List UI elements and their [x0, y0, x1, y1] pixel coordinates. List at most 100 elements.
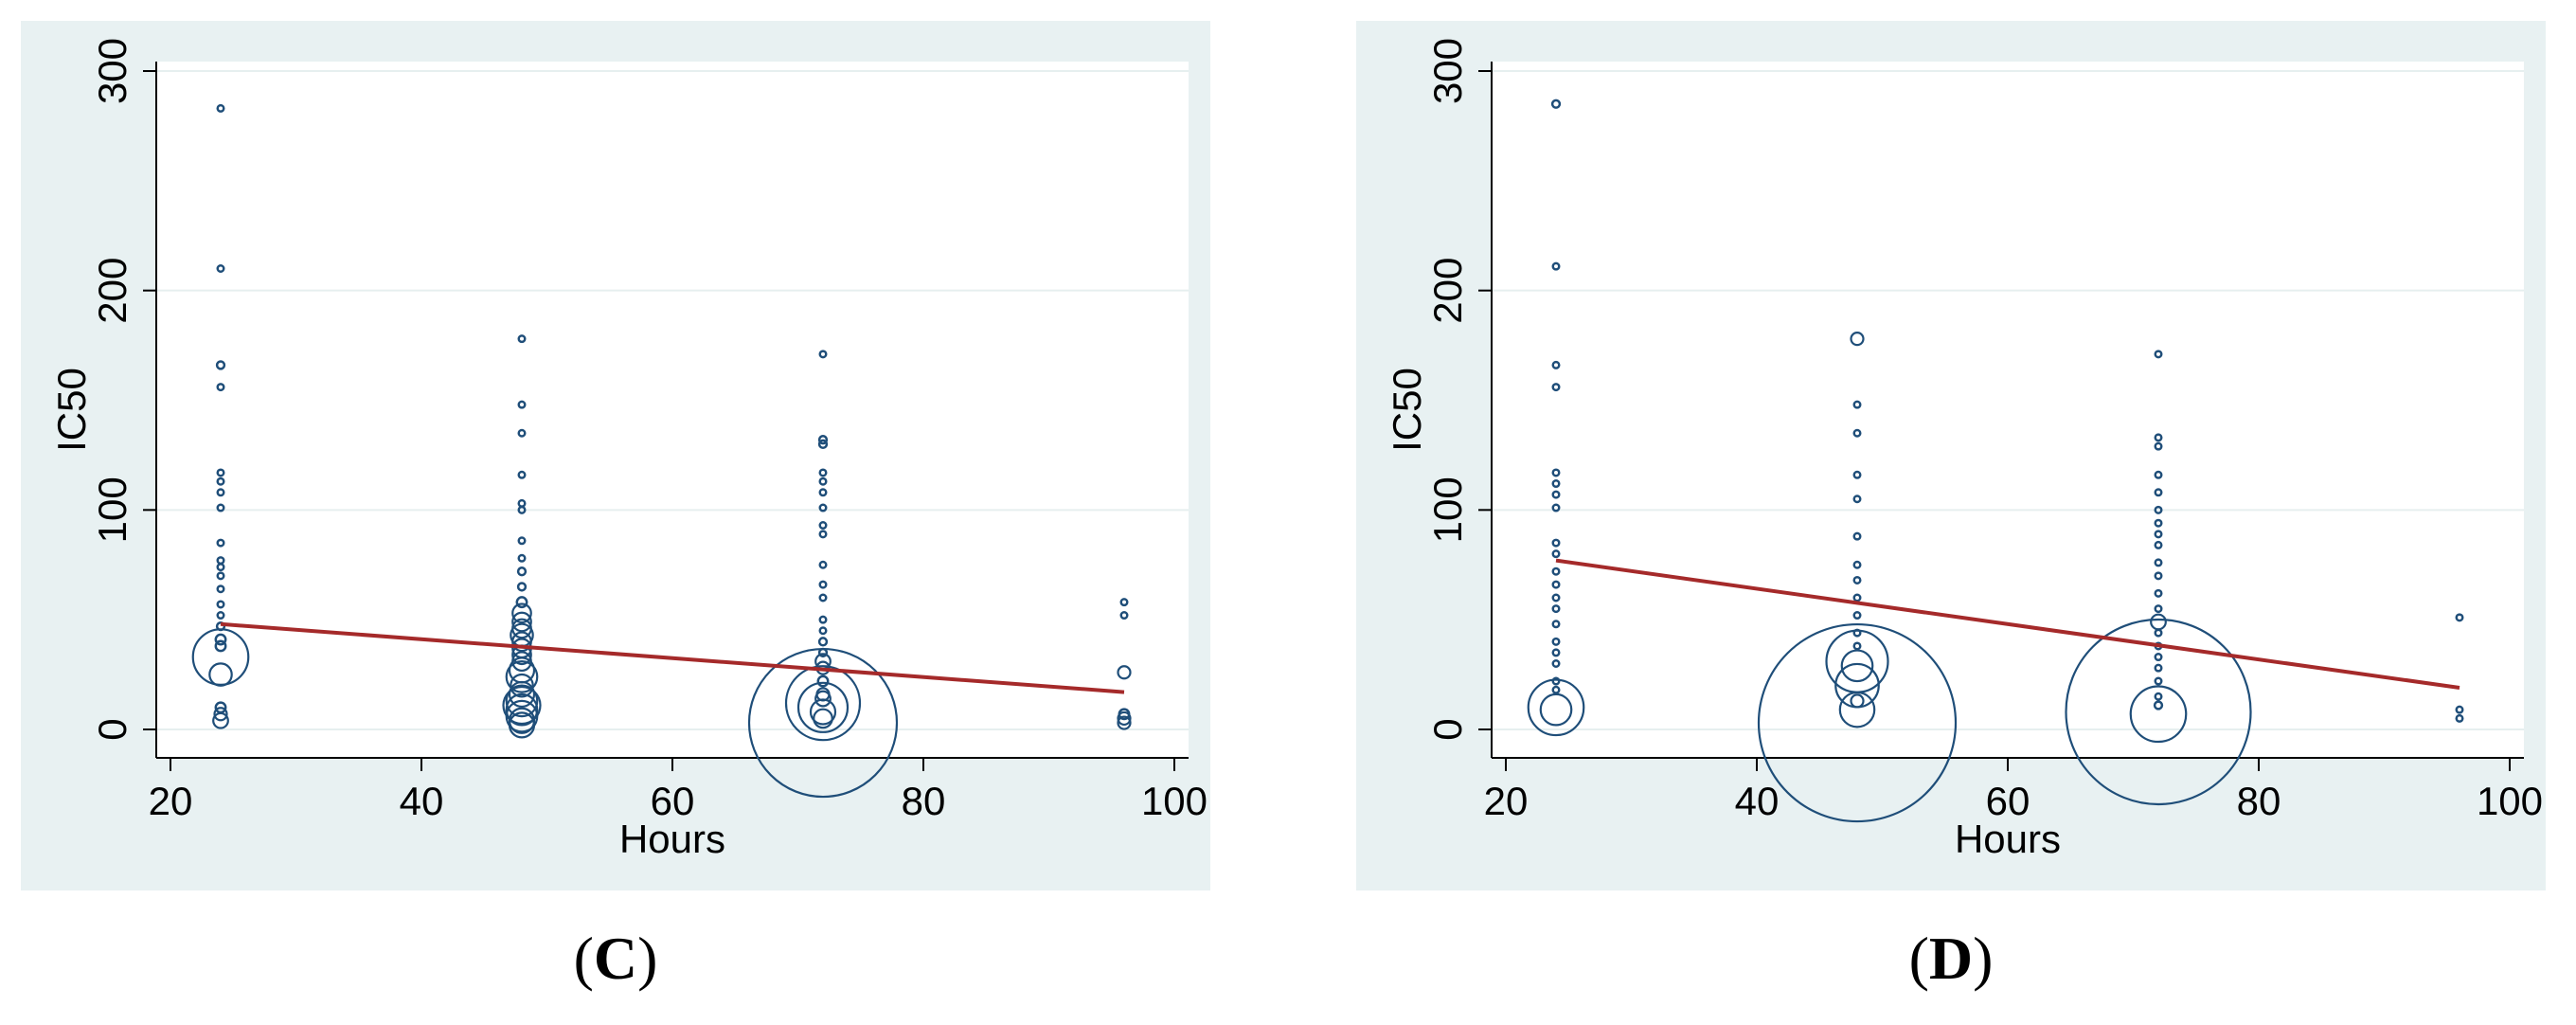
data-point	[818, 488, 828, 497]
data-point	[813, 708, 833, 729]
data-point	[747, 647, 899, 799]
data-point	[1117, 665, 1132, 680]
data-point	[1852, 531, 1862, 541]
fit-line	[1555, 558, 2460, 690]
y-tick-label: 100	[1425, 477, 1470, 543]
data-point	[814, 690, 832, 708]
data-point	[1551, 620, 1561, 629]
data-point	[2154, 588, 2163, 598]
data-point	[517, 428, 527, 438]
data-point	[1539, 692, 1573, 727]
data-point	[818, 530, 828, 539]
data-point	[1551, 580, 1561, 589]
data-point	[216, 538, 225, 548]
data-point	[1551, 490, 1561, 499]
panel-d: 0 100 200 300 20 40 60 80 100 Hours IC50	[1335, 0, 2567, 905]
y-tick-label: 300	[90, 38, 134, 104]
chart-d: 0 100 200 300 20 40 60 80 100 Hours IC50	[1356, 21, 2546, 890]
data-point	[1117, 710, 1132, 727]
data-point	[1551, 360, 1561, 369]
data-point	[2154, 433, 2163, 442]
data-point	[1551, 566, 1561, 576]
data-point	[216, 264, 225, 273]
x-tick-label: 80	[902, 779, 946, 823]
y-axis-label: IC50	[1385, 368, 1429, 452]
data-point	[2154, 571, 2163, 581]
data-point	[213, 707, 228, 722]
data-point	[2455, 705, 2464, 714]
x-axis-label: Hours	[619, 817, 725, 861]
data-point	[216, 488, 225, 497]
data-point	[2154, 540, 2163, 549]
data-point	[2154, 692, 2163, 701]
data-point	[2455, 713, 2464, 723]
data-point	[216, 571, 225, 581]
data-point	[517, 505, 527, 514]
data-point	[2154, 604, 2163, 614]
data-point	[216, 383, 225, 392]
data-point	[818, 503, 828, 512]
data-point	[510, 673, 534, 698]
data-point	[1551, 479, 1561, 489]
data-point	[517, 536, 527, 546]
data-point	[1852, 560, 1862, 569]
data-point	[1757, 622, 1958, 823]
data-point	[784, 665, 862, 742]
data-point	[1551, 503, 1561, 512]
data-point	[818, 350, 828, 359]
data-point	[517, 334, 527, 344]
data-point	[1852, 611, 1862, 620]
data-point	[216, 503, 225, 512]
panel-label-c: (C)	[573, 925, 658, 992]
panel-c: 0 100 200 300 20 40 60 80 100 Hours IC50	[0, 0, 1231, 905]
data-point	[1551, 383, 1561, 392]
data-point	[1551, 648, 1561, 657]
data-point	[1551, 468, 1561, 477]
data-point	[2154, 518, 2163, 528]
data-point	[2154, 441, 2163, 451]
data-point	[2154, 530, 2163, 539]
data-point	[2154, 558, 2163, 567]
data-point	[515, 596, 528, 609]
data-point	[216, 477, 225, 486]
x-tick-label: 60	[1986, 779, 2030, 823]
data-point	[216, 600, 225, 609]
data-point	[505, 684, 539, 718]
data-point	[508, 711, 536, 739]
data-point	[816, 674, 830, 688]
x-tick-label: 40	[1735, 779, 1780, 823]
data-point	[817, 435, 829, 445]
data-point	[516, 566, 528, 577]
data-point	[511, 611, 532, 633]
data-point	[1119, 598, 1129, 607]
data-point	[2153, 700, 2164, 710]
data-point	[1850, 332, 1865, 347]
y-axis-label: IC50	[49, 368, 94, 452]
x-tick-label: 100	[2477, 779, 2543, 823]
data-point	[216, 468, 225, 477]
data-point	[502, 685, 542, 726]
data-point	[2154, 505, 2163, 514]
data-point	[1852, 400, 1862, 409]
x-tick-label: 40	[400, 779, 444, 823]
data-point	[1551, 261, 1561, 271]
data-point	[505, 660, 539, 693]
data-point	[817, 637, 829, 647]
data-point	[216, 611, 225, 620]
panel-label-d: (D)	[1908, 925, 1994, 992]
data-point	[2065, 618, 2252, 806]
data-point	[818, 580, 828, 589]
data-point	[817, 439, 829, 449]
data-point	[2154, 628, 2163, 638]
data-point	[1117, 715, 1132, 730]
data-point	[2154, 470, 2163, 479]
data-point	[1551, 676, 1561, 686]
data-point	[2455, 613, 2464, 622]
data-point	[511, 602, 532, 624]
data-point	[818, 560, 828, 569]
data-point	[1852, 575, 1862, 584]
data-point	[216, 584, 225, 594]
data-point	[508, 680, 536, 709]
data-point	[1527, 678, 1585, 737]
data-point	[517, 470, 527, 479]
